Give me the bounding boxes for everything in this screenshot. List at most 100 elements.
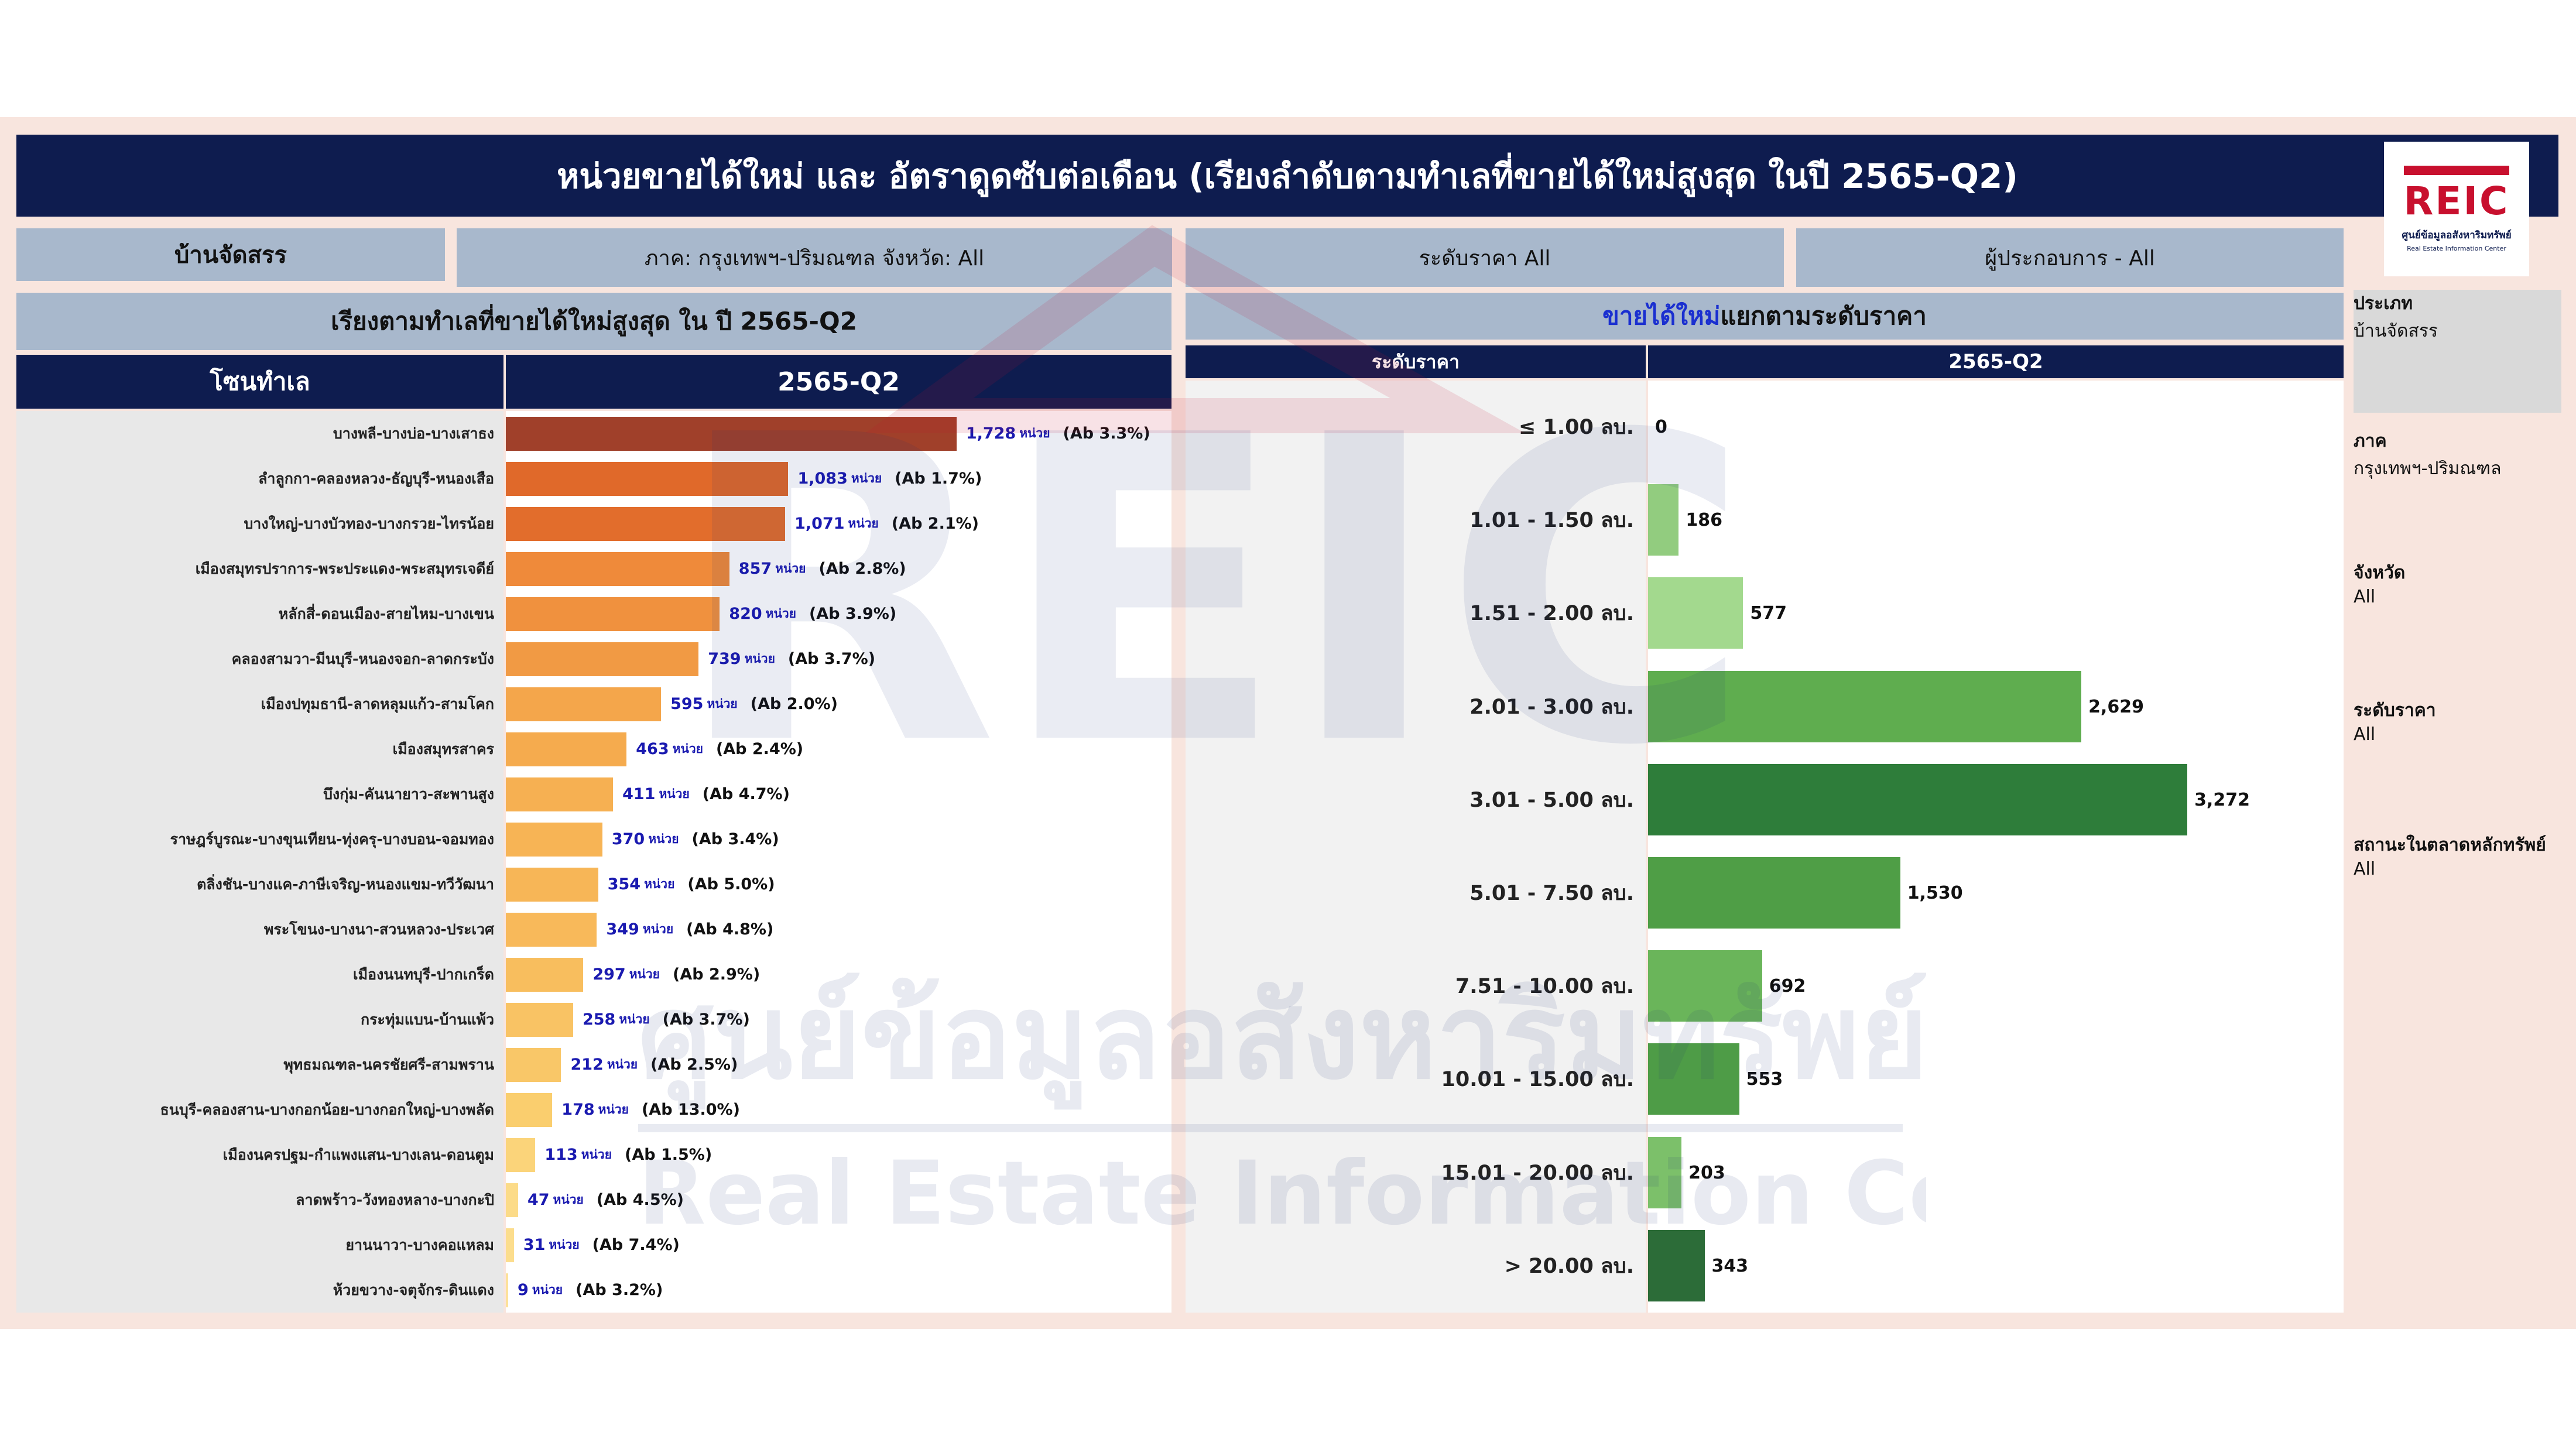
zone-absorption: (Ab 2.8%) — [818, 560, 906, 578]
zone-bar[interactable] — [506, 823, 602, 857]
zone-bar[interactable] — [506, 642, 699, 676]
zone-unit: หน่วย — [629, 967, 660, 981]
price-bar[interactable] — [1648, 577, 1743, 649]
price-label: 15.01 - 20.00 ลบ. — [1441, 1161, 1634, 1185]
zone-value-label: 857 หน่วย (Ab 2.8%) — [739, 546, 906, 591]
filter-property-type[interactable]: บ้านจัดสรร — [16, 228, 445, 281]
zone-bar[interactable] — [506, 1138, 536, 1172]
sidebar-field: ระดับราคา All — [2354, 697, 2564, 745]
price-bar[interactable] — [1648, 670, 2082, 742]
col-header-left-period: 2565-Q2 — [506, 355, 1171, 409]
zone-label: เมืองสมุทรสาคร — [392, 740, 494, 758]
zone-value-label: 463 หน่วย (Ab 2.4%) — [636, 727, 803, 772]
zone-bar[interactable] — [506, 1093, 553, 1127]
zone-value: 297 — [592, 965, 626, 984]
zone-value: 820 — [729, 605, 762, 623]
sidebar-field: ประเภท บ้านจัดสรร — [2354, 290, 2564, 345]
zone-unit: หน่วย — [1019, 426, 1050, 440]
sidebar-field-value: All — [2354, 859, 2376, 879]
zone-absorption: (Ab 1.5%) — [625, 1146, 712, 1164]
sidebar-field-value: กรุงเทพฯ-ปริมณฑล — [2354, 458, 2502, 479]
zone-value-label: 297 หน่วย (Ab 2.9%) — [592, 952, 760, 997]
zone-label: ธนบุรี-คลองสาน-บางกอกน้อย-บางกอกใหญ่-บาง… — [160, 1101, 495, 1118]
price-bar[interactable] — [1648, 763, 2188, 835]
zone-value-label: 47 หน่วย (Ab 4.5%) — [527, 1177, 684, 1222]
zone-bar[interactable] — [506, 913, 597, 947]
price-value-label: 3,272 — [2194, 789, 2250, 810]
zone-bar[interactable] — [506, 1048, 561, 1082]
zone-bar[interactable] — [506, 597, 720, 631]
filter-region-province[interactable]: ภาค: กรุงเทพฯ-ปริมณฑล จังหวัด: All — [457, 228, 1172, 287]
zone-unit: หน่วย — [744, 652, 775, 666]
zone-label: เมืองสมุทรปราการ-พระประแดง-พระสมุทรเจดีย… — [195, 560, 494, 577]
price-value-label: 0 — [1655, 417, 1667, 438]
zone-bar[interactable] — [506, 687, 662, 721]
price-label: 10.01 - 15.00 ลบ. — [1441, 1068, 1634, 1092]
sidebar-field-value: All — [2354, 724, 2376, 745]
price-bar[interactable] — [1648, 1136, 1682, 1208]
zone-value-label: 31 หน่วย (Ab 7.4%) — [523, 1222, 680, 1268]
zone-value: 739 — [708, 650, 741, 668]
sidebar-field-key: ระดับราคา — [2354, 700, 2436, 721]
zone-bar[interactable] — [506, 1273, 508, 1307]
zone-absorption: (Ab 2.5%) — [650, 1056, 738, 1074]
zone-bar[interactable] — [506, 507, 786, 541]
zone-unit: หน่วย — [659, 787, 690, 801]
zone-bar[interactable] — [506, 417, 957, 451]
zone-bar[interactable] — [506, 777, 614, 811]
zone-label: เมืองนครปฐม-กำแพงแสน-บางเลน-ดอนตูม — [222, 1146, 494, 1163]
zone-value-label: 212 หน่วย (Ab 2.5%) — [570, 1042, 738, 1087]
sidebar-field-value: All — [2354, 587, 2376, 607]
zone-unit: หน่วย — [607, 1057, 638, 1071]
zone-bar[interactable] — [506, 462, 789, 496]
sidebar-field-key: สถานะในตลาดหลักทรัพย์ — [2354, 835, 2546, 855]
sidebar-field: สถานะในตลาดหลักทรัพย์ All — [2354, 831, 2564, 879]
zone-bar[interactable] — [506, 1228, 514, 1262]
logo-english: Real Estate Information Center — [2407, 245, 2506, 252]
zone-value: 349 — [606, 920, 639, 938]
price-label: 3.01 - 5.00 ลบ. — [1469, 788, 1634, 812]
zone-bar[interactable] — [506, 552, 729, 586]
right-subheader-highlight: ขายได้ใหม่ — [1602, 302, 1721, 330]
filter-price-level[interactable]: ระดับราคา All — [1186, 228, 1784, 287]
price-bar[interactable] — [1648, 1043, 1739, 1115]
zone-value: 411 — [622, 785, 656, 803]
zone-value-label: 411 หน่วย (Ab 4.7%) — [622, 772, 790, 817]
sidebar-field-key: ประเภท — [2354, 293, 2413, 314]
zone-value: 47 — [527, 1191, 550, 1209]
price-value-label: 203 — [1688, 1162, 1725, 1183]
zone-bar[interactable] — [506, 732, 627, 766]
price-bar[interactable] — [1648, 857, 1900, 929]
zone-value: 354 — [607, 875, 641, 893]
zone-label: ยานนาวา-บางคอแหลม — [345, 1236, 494, 1253]
zone-absorption: (Ab 2.4%) — [715, 740, 804, 758]
logo-word: REIC — [2403, 166, 2510, 224]
zone-value-label: 370 หน่วย (Ab 3.4%) — [612, 817, 779, 862]
price-bar[interactable] — [1648, 950, 1762, 1022]
sidebar-field: จังหวัด All — [2354, 559, 2564, 607]
zone-value: 857 — [738, 560, 772, 578]
price-value-label: 343 — [1711, 1255, 1749, 1276]
zone-bar[interactable] — [506, 1183, 518, 1217]
col-header-price: ระดับราคา — [1186, 345, 1646, 378]
price-bar[interactable] — [1648, 484, 1679, 556]
price-bar[interactable] — [1648, 1229, 1705, 1301]
zone-label: บางพลี-บางบ่อ-บางเสาธง — [333, 424, 494, 442]
zone-label: ลาดพร้าว-วังทองหลาง-บางกะปิ — [296, 1191, 494, 1208]
price-value-label: 2,629 — [2088, 696, 2144, 717]
filter-developer[interactable]: ผู้ประกอบการ - All — [1796, 228, 2344, 287]
zone-label: พุทธมณฑล-นครชัยศรี-สามพราน — [283, 1056, 494, 1073]
zone-bar[interactable] — [506, 958, 584, 992]
zone-unit: หน่วย — [765, 607, 796, 621]
zone-bar[interactable] — [506, 1003, 573, 1037]
zone-unit: หน่วย — [851, 471, 882, 485]
zone-absorption: (Ab 7.4%) — [592, 1236, 680, 1254]
zone-value-label: 820 หน่วย (Ab 3.9%) — [729, 591, 896, 636]
zone-unit: หน่วย — [648, 832, 679, 846]
zone-value-label: 595 หน่วย (Ab 2.0%) — [670, 681, 838, 727]
zone-unit: หน่วย — [707, 697, 738, 711]
zone-unit: หน่วย — [672, 742, 703, 756]
zone-label: ตลิ่งชัน-บางแค-ภาษีเจริญ-หนองแขม-ทวีวัฒน… — [197, 875, 494, 893]
price-value-label: 577 — [1750, 603, 1787, 624]
zone-bar[interactable] — [506, 868, 598, 902]
